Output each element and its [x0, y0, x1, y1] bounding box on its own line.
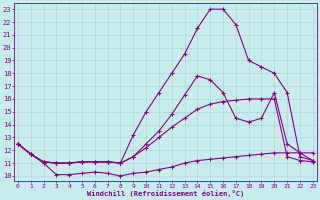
- X-axis label: Windchill (Refroidissement éolien,°C): Windchill (Refroidissement éolien,°C): [87, 190, 244, 197]
